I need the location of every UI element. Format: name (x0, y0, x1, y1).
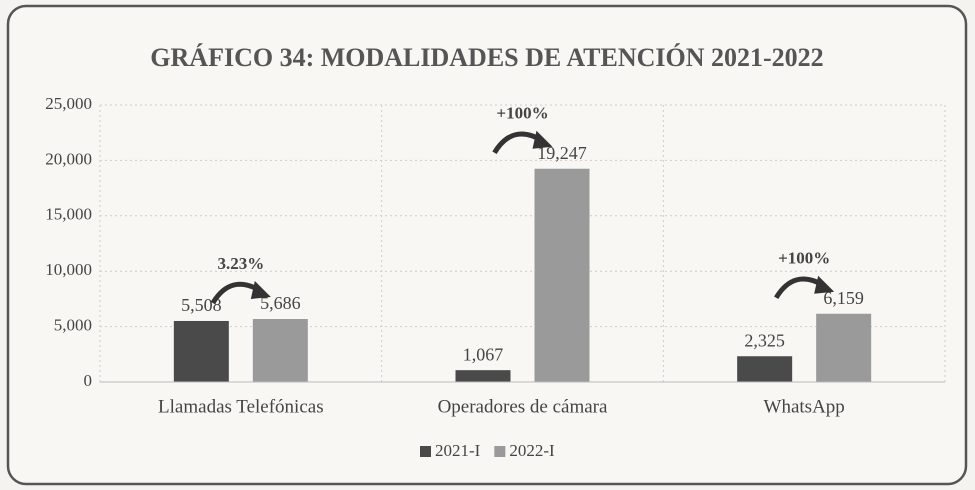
annotation: +100% (496, 104, 548, 123)
legend-label: 2021-I (435, 441, 481, 460)
annotation-arrowhead (814, 275, 835, 294)
y-tick-label: 15,000 (45, 205, 92, 224)
bar (173, 320, 229, 382)
chart-border (6, 4, 968, 486)
y-tick-label: 20,000 (45, 149, 92, 168)
value-label: 1,067 (463, 344, 504, 364)
legend-label: 2022-I (509, 441, 555, 460)
chart-title: GRÁFICO 34: MODALIDADES DE ATENCIÓN 2021… (150, 43, 823, 72)
x-tick-label: WhatsApp (764, 396, 845, 417)
value-label: 2,325 (744, 330, 785, 350)
bar (816, 313, 872, 382)
annotation: 3.23% (217, 254, 264, 273)
bar (737, 356, 793, 382)
legend-swatch (494, 446, 506, 457)
annotation: +100% (778, 249, 830, 268)
x-tick-label: Llamadas Telefónicas (158, 396, 324, 417)
y-tick-label: 25,000 (45, 94, 92, 113)
annotation-arrowhead (532, 130, 553, 149)
legend-swatch (420, 446, 431, 457)
x-tick-label: Operadores de cámara (438, 396, 608, 417)
value-label: 6,159 (823, 288, 864, 308)
annotation-arrowhead (250, 280, 271, 299)
y-tick-label: 0 (84, 371, 93, 390)
y-tick-label: 5,000 (54, 316, 92, 335)
bar (534, 168, 590, 382)
value-label: 5,508 (181, 295, 222, 315)
bar (252, 318, 308, 382)
value-label: 5,686 (260, 293, 301, 313)
value-label: 19,247 (537, 143, 587, 163)
y-tick-label: 10,000 (45, 260, 92, 279)
bar (455, 370, 511, 382)
